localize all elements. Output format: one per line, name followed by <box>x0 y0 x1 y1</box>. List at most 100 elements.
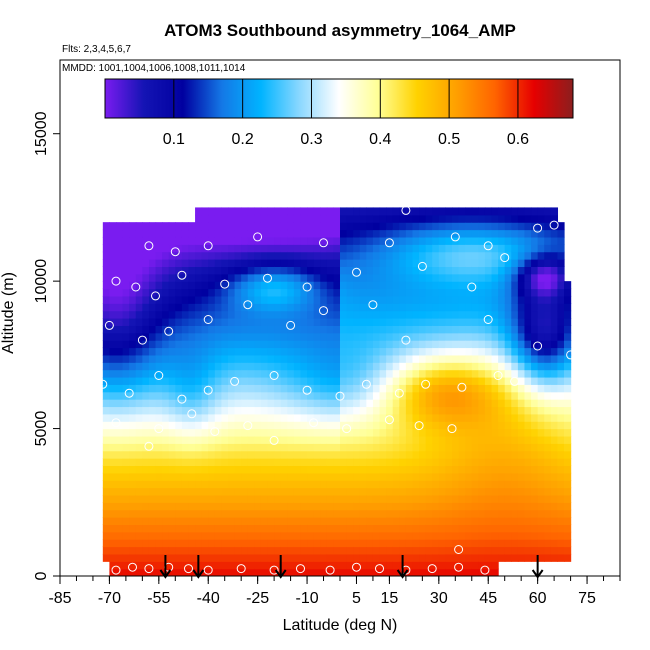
heatmap-cell <box>346 347 354 356</box>
heatmap-cell <box>399 222 407 231</box>
heatmap-cell <box>201 494 209 503</box>
heatmap-cell <box>511 450 519 459</box>
heatmap-cell <box>155 391 163 400</box>
heatmap-cell <box>116 472 124 481</box>
heatmap-cell <box>313 207 321 216</box>
heatmap-cell <box>280 207 288 216</box>
heatmap-cell <box>214 273 223 282</box>
heatmap-cell <box>392 384 400 393</box>
heatmap-cell <box>254 539 262 548</box>
heatmap-cell <box>208 472 216 481</box>
heatmap-cell <box>544 553 552 562</box>
heatmap-cell <box>102 303 111 312</box>
heatmap-cell <box>438 553 447 562</box>
heatmap-cell <box>102 295 111 304</box>
heatmap-cell <box>326 391 335 400</box>
heatmap-cell <box>425 288 433 297</box>
heatmap-cell <box>557 244 565 253</box>
heatmap-cell <box>307 428 315 437</box>
heatmap-cell <box>550 214 559 223</box>
heatmap-cell <box>168 259 176 267</box>
heatmap-cell <box>471 487 479 496</box>
heatmap-cell <box>544 362 552 371</box>
heatmap-cell <box>313 502 321 511</box>
heatmap-cell <box>274 421 282 430</box>
heatmap-cell <box>504 310 512 319</box>
heatmap-cell <box>333 546 341 555</box>
sample-point <box>421 379 431 389</box>
heatmap-cell <box>280 487 288 496</box>
heatmap-cell <box>135 266 143 275</box>
heatmap-cell <box>221 332 229 341</box>
heatmap-cell <box>452 494 460 503</box>
heatmap-cell <box>116 295 124 304</box>
heatmap-cell <box>109 384 117 393</box>
heatmap-cell <box>399 281 407 290</box>
heatmap-cell <box>109 325 117 334</box>
heatmap-cell <box>432 517 440 525</box>
heatmap-cell <box>557 362 565 371</box>
heatmap-cell <box>195 494 203 503</box>
heatmap-cell <box>478 561 486 570</box>
heatmap-cell <box>379 531 387 540</box>
heatmap-cell <box>168 266 176 275</box>
heatmap-cell <box>102 259 111 267</box>
heatmap-cell <box>557 435 565 444</box>
heatmap-cell <box>320 428 328 437</box>
heatmap-cell <box>445 259 453 267</box>
heatmap-cell <box>340 332 348 341</box>
heatmap-cell <box>313 303 321 312</box>
heatmap-cell <box>221 325 229 334</box>
heatmap-cell <box>155 458 163 467</box>
heatmap-cell <box>537 502 545 511</box>
heatmap-cell <box>280 362 288 371</box>
heatmap-cell <box>135 303 143 312</box>
heatmap-cell <box>122 399 130 408</box>
heatmap-cell <box>399 450 407 459</box>
heatmap-cell <box>511 458 519 467</box>
heatmap-cell <box>517 214 526 223</box>
heatmap-cell <box>458 369 466 378</box>
heatmap-cell <box>109 509 117 518</box>
heatmap-cell <box>386 229 394 238</box>
heatmap-cell <box>241 325 249 334</box>
heatmap-cell <box>392 458 400 467</box>
heatmap-cell <box>287 458 295 467</box>
heatmap-cell <box>445 494 453 503</box>
heatmap-cell <box>333 561 341 570</box>
heatmap-cell <box>188 509 196 518</box>
heatmap-cell <box>162 362 170 371</box>
heatmap-cell <box>353 207 361 216</box>
heatmap-cell <box>129 332 137 341</box>
heatmap-cell <box>425 222 433 231</box>
heatmap-cell <box>386 244 394 253</box>
heatmap-cell <box>162 399 170 408</box>
heatmap-cell <box>333 222 341 231</box>
heatmap-cell <box>432 494 440 503</box>
heatmap-cell <box>135 480 143 489</box>
heatmap-cell <box>445 288 453 297</box>
sample-point <box>286 320 296 330</box>
heatmap-cell <box>280 450 288 459</box>
heatmap-cell <box>181 266 190 275</box>
heatmap-cell <box>498 406 506 415</box>
heatmap-cell <box>135 354 143 363</box>
heatmap-cell <box>168 222 176 231</box>
heatmap-cell <box>135 244 143 253</box>
heatmap-cell <box>168 354 176 363</box>
heatmap-cell <box>116 494 124 503</box>
heatmap-cell <box>531 517 539 525</box>
heatmap-cell <box>419 251 427 260</box>
heatmap-cell <box>550 369 559 378</box>
heatmap-cell <box>353 509 361 518</box>
heatmap-cell <box>228 413 236 422</box>
heatmap-cell <box>129 266 137 275</box>
heatmap-cell <box>445 214 453 223</box>
heatmap-cell <box>405 281 414 290</box>
heatmap-cell <box>208 413 216 422</box>
heatmap-cell <box>359 509 367 518</box>
heatmap-cell <box>109 553 117 562</box>
heatmap-cell <box>326 517 335 525</box>
heatmap-cell <box>287 362 295 371</box>
heatmap-cell <box>346 399 354 408</box>
